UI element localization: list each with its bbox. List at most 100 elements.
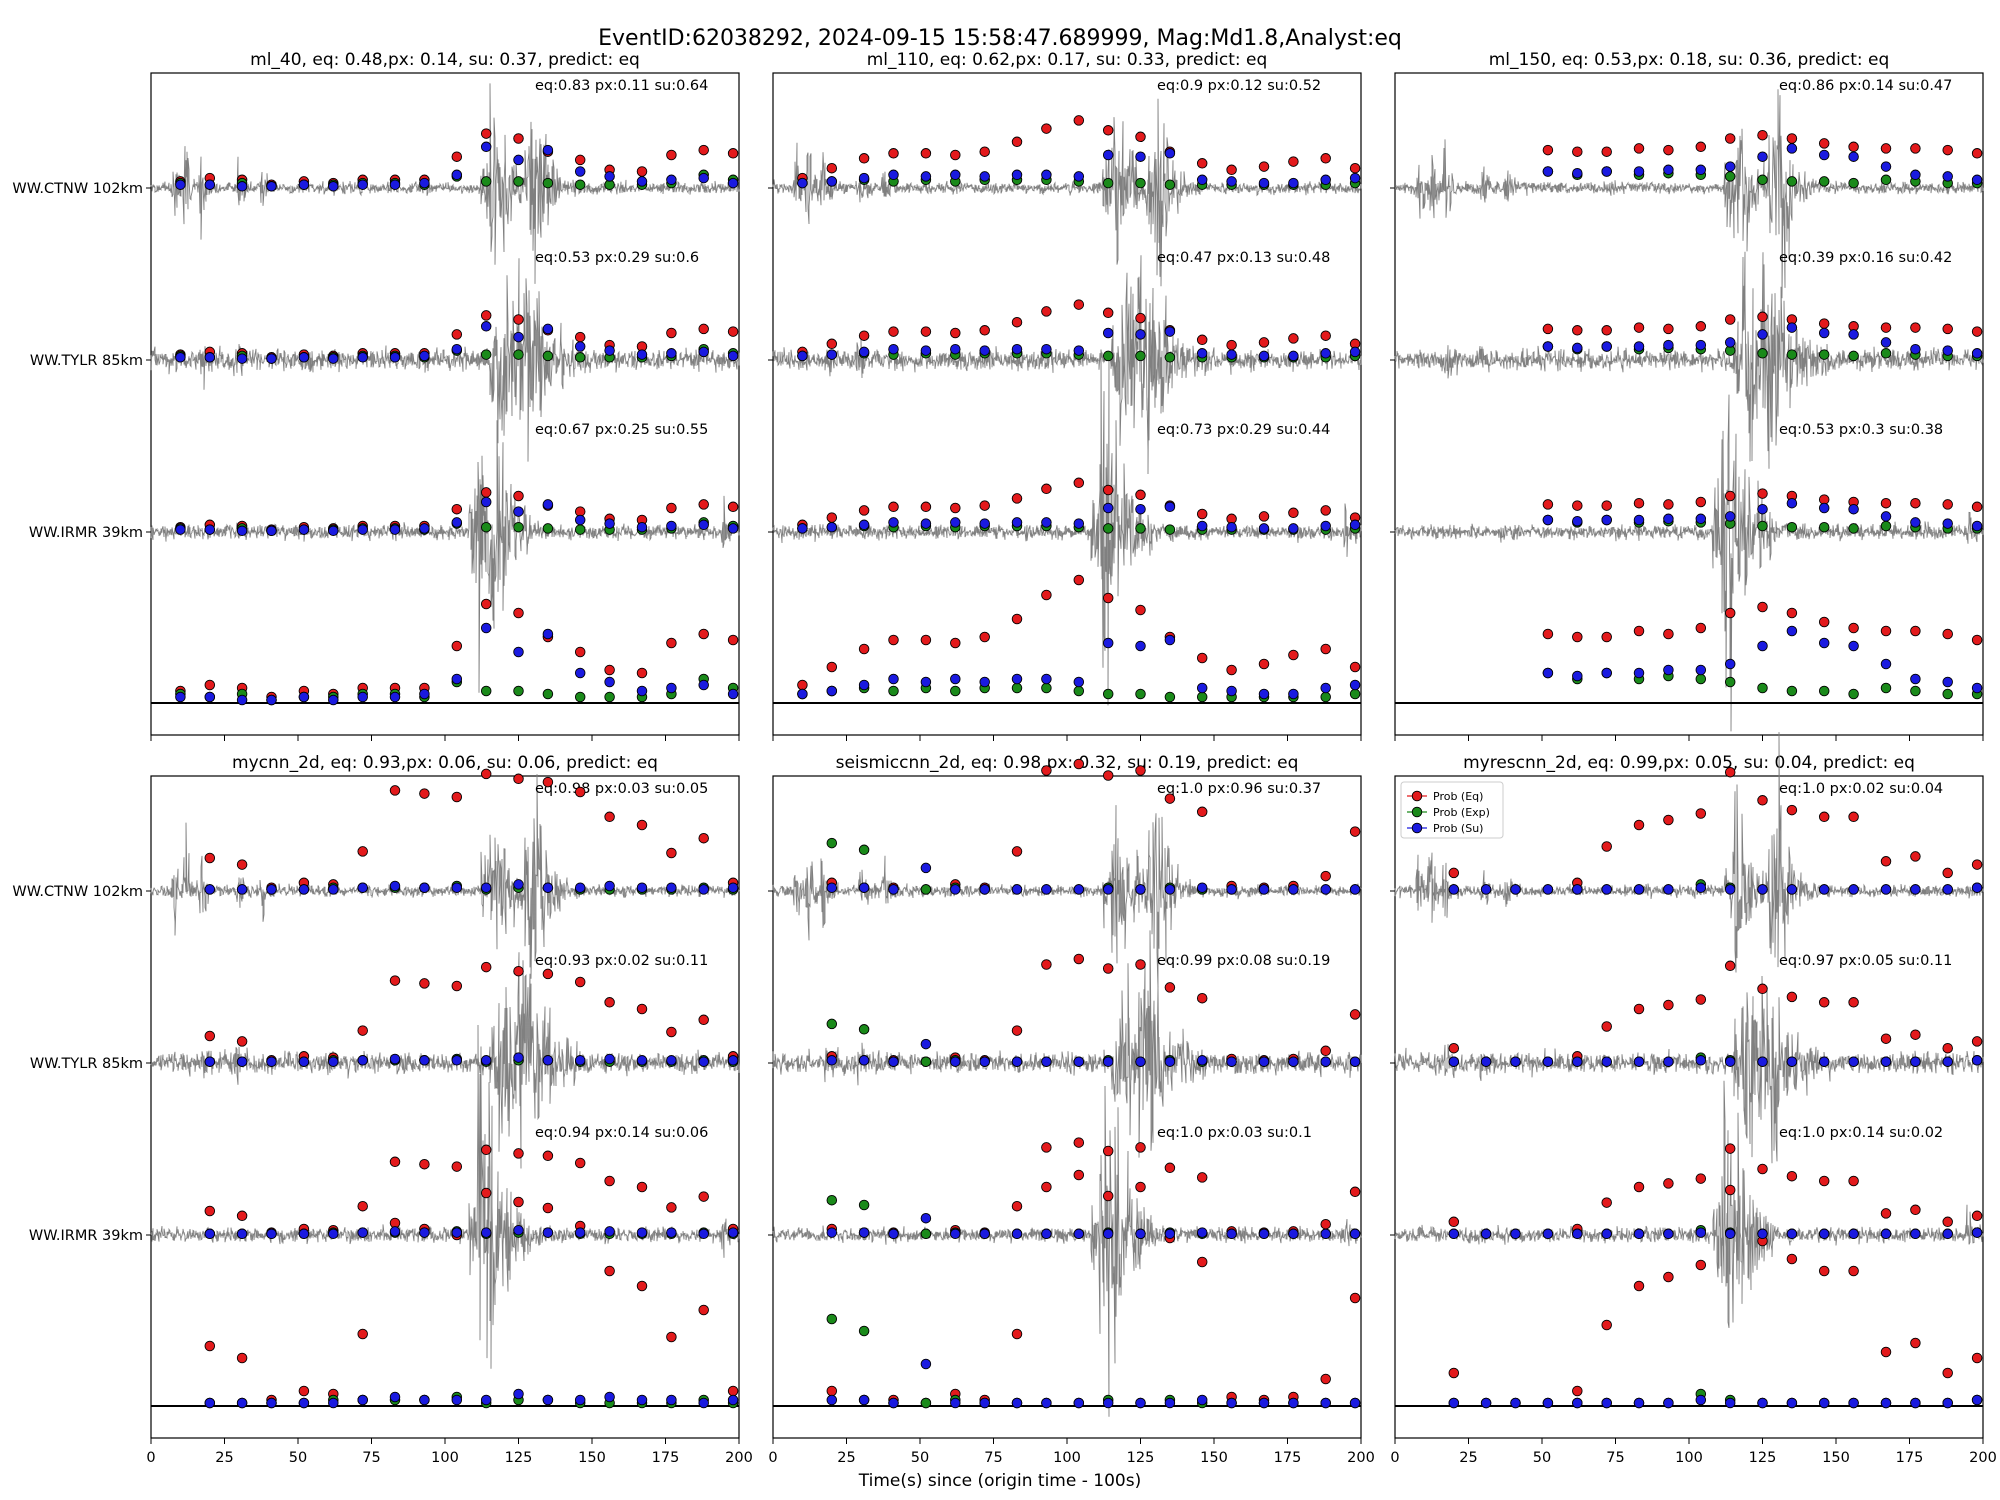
waveform-trace — [1394, 251, 1984, 469]
station-marker-exp — [480, 349, 492, 360]
station-marker-eq — [1320, 330, 1331, 341]
station-marker-exp — [1102, 523, 1114, 534]
marker-su — [298, 1397, 310, 1409]
station-marker-su — [1695, 513, 1707, 525]
station-marker-eq — [1880, 856, 1892, 867]
station-marker-su — [1695, 1227, 1707, 1238]
marker-su — [666, 1394, 677, 1406]
station-marker-eq — [1942, 144, 1953, 156]
station-marker-eq — [1818, 138, 1830, 149]
station-marker-su — [1480, 1228, 1492, 1240]
marker-su — [389, 691, 401, 703]
station-marker-su — [1196, 1227, 1208, 1238]
station-marker-su — [950, 884, 961, 895]
station-marker-su — [979, 884, 990, 895]
marker-su — [542, 1394, 554, 1406]
marker-eq — [1349, 661, 1361, 673]
station-marker-eq — [1757, 983, 1768, 995]
marker-exp — [513, 685, 524, 697]
station-marker-eq — [666, 502, 677, 514]
marker-su — [1102, 1397, 1114, 1409]
station-marker-eq — [1073, 299, 1085, 310]
station-marker-su — [1848, 1228, 1859, 1240]
x-tick-label: 125 — [1127, 1450, 1155, 1466]
station-marker-eq — [1848, 141, 1859, 153]
station-marker-eq — [480, 961, 492, 973]
station-marker-eq — [636, 1181, 648, 1193]
marker-eq — [1102, 1190, 1114, 1202]
station-marker-su — [1601, 341, 1612, 352]
station-marker-su — [698, 1056, 709, 1067]
station-marker-su — [1786, 322, 1798, 333]
marker-eq — [920, 634, 932, 646]
station-marker-su — [1135, 503, 1146, 515]
station-marker-eq — [1320, 870, 1331, 882]
marker-su — [1757, 640, 1768, 652]
station-marker-eq — [636, 166, 648, 177]
probability-annotation: eq:1.0 px:0.14 su:0.02 — [1779, 1125, 1943, 1141]
station-marker-eq — [1695, 994, 1707, 1005]
marker-eq — [1601, 631, 1612, 643]
station-marker-su — [1164, 501, 1176, 513]
station-marker-su — [419, 177, 430, 189]
station-marker-eq — [1757, 488, 1768, 499]
station-marker-eq — [1135, 131, 1146, 143]
x-tick-label: 50 — [1533, 1450, 1551, 1466]
marker-su — [1724, 1397, 1736, 1409]
station-marker-eq — [666, 149, 677, 161]
panel-2: ml_110, eq: 0.62,px: 0.17, su: 0.33, pre… — [768, 50, 1362, 741]
marker-su — [1910, 673, 1921, 685]
marker-eq — [1258, 658, 1270, 670]
marker-su — [1480, 1397, 1492, 1409]
station-marker-exp — [1880, 520, 1892, 532]
station-marker-eq — [1818, 318, 1830, 329]
x-tick-label: 150 — [1822, 1450, 1850, 1466]
marker-eq — [1786, 1253, 1798, 1265]
marker-eq — [979, 631, 990, 643]
station-marker-eq — [1663, 1178, 1674, 1189]
x-tick-label: 125 — [1749, 1450, 1777, 1466]
marker-eq — [1971, 634, 1983, 646]
marker-eq — [1942, 1367, 1953, 1379]
marker-eq — [826, 661, 838, 673]
station-marker-eq — [1601, 146, 1612, 157]
station-marker-su — [858, 346, 870, 358]
marker-eq — [1633, 625, 1645, 637]
marker-exp — [858, 1325, 870, 1337]
station-marker-su — [920, 1212, 932, 1224]
station-marker-eq — [727, 326, 739, 337]
marker-su — [920, 1358, 932, 1370]
panel-title: mycnn_2d, eq: 0.93,px: 0.06, su: 0.06, p… — [232, 753, 658, 773]
marker-su — [1196, 682, 1208, 694]
marker-su — [858, 1394, 870, 1406]
station-marker-su — [797, 177, 808, 189]
marker-eq — [698, 1304, 709, 1316]
marker-su — [604, 1391, 615, 1403]
station-marker-eq — [1288, 333, 1299, 344]
station-marker-su — [1880, 337, 1892, 348]
station-marker-eq — [1601, 841, 1612, 852]
station-marker-su — [1848, 1056, 1859, 1067]
marker-eq — [1695, 1259, 1707, 1271]
marker-su — [1695, 1394, 1707, 1406]
station-marker-su — [1510, 1228, 1521, 1240]
marker-su — [1942, 676, 1953, 688]
station-marker-su — [1880, 161, 1892, 172]
station-marker-eq — [1102, 307, 1114, 319]
marker-eq — [636, 667, 648, 679]
station-marker-su — [1349, 519, 1361, 531]
marker-eq — [1942, 628, 1953, 640]
marker-su — [419, 1394, 430, 1406]
station-marker-su — [1542, 166, 1554, 177]
station-marker-eq — [727, 148, 739, 159]
station-marker-su — [1196, 520, 1208, 532]
marker-su — [480, 622, 492, 634]
station-marker-su — [542, 144, 554, 156]
station-marker-su — [574, 514, 586, 526]
marker-su — [1633, 1397, 1645, 1409]
station-marker-eq — [666, 847, 677, 859]
station-marker-eq — [698, 499, 709, 510]
station-marker-eq — [1724, 1143, 1736, 1154]
station-marker-eq — [1601, 1197, 1612, 1208]
station-marker-su — [797, 523, 808, 534]
